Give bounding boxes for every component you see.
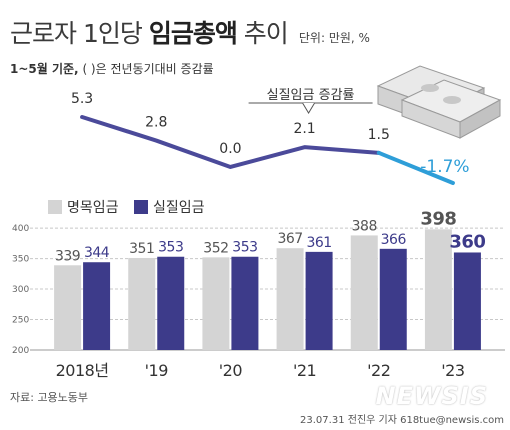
bar-value-label: 366 <box>381 232 407 248</box>
bar-real <box>157 256 185 350</box>
line-value-label: 1.5 <box>368 127 390 143</box>
line-value-label: 5.3 <box>71 91 93 107</box>
y-tick-label: 350 <box>12 255 29 265</box>
bar-real <box>231 256 259 350</box>
x-tick-label: '20 <box>219 361 243 380</box>
y-tick-label: 200 <box>12 346 29 356</box>
money-stack-icon <box>376 65 502 139</box>
line-value-label: 2.8 <box>145 115 167 131</box>
y-tick-label: 250 <box>12 316 29 326</box>
source-note: 자료: 고용노동부 <box>10 391 89 404</box>
newsis-watermark: NEWSIS <box>375 382 488 410</box>
line-negative-segment <box>376 150 455 185</box>
bar-value-label: 353 <box>232 240 257 256</box>
bar-value-label: 351 <box>129 241 154 257</box>
unit-label: 단위: 만원, % <box>298 31 370 45</box>
bar-nominal <box>350 235 378 350</box>
callout-pointer <box>302 102 316 114</box>
bar-value-label: 398 <box>420 208 456 229</box>
bar-value-label: 339 <box>55 248 80 264</box>
bar-nominal <box>424 229 452 350</box>
title-text: 근로자 1인당 임금총액 추이 <box>10 19 289 48</box>
bar-value-label: 367 <box>277 231 302 247</box>
line-value-label: 0.0 <box>219 141 241 157</box>
bar-value-label: 360 <box>449 231 485 252</box>
bar-value-label: 344 <box>84 245 110 261</box>
y-tick-label: 300 <box>12 285 29 295</box>
chart-subtitle: 1~5월 기준, ( )은 전년동기대비 증감률 <box>10 62 214 76</box>
bar-value-label: 352 <box>203 240 228 256</box>
bar-real <box>379 248 407 350</box>
x-tick-label: '23 <box>441 361 464 380</box>
x-tick-label: '19 <box>145 361 169 380</box>
line-value-label: 2.1 <box>293 121 315 137</box>
legend-swatch-nominal <box>48 200 62 214</box>
bar-nominal <box>276 248 304 350</box>
line-value-label: -1.7% <box>420 157 469 177</box>
bar-value-label: 388 <box>352 218 377 234</box>
x-tick-label: '22 <box>367 361 390 380</box>
bar-nominal <box>128 257 156 350</box>
bar-real <box>305 251 333 350</box>
legend-label-real: 실질임금 <box>153 200 205 216</box>
x-tick-label: 2018년 <box>56 361 109 380</box>
bar-nominal <box>54 265 82 350</box>
chart-title: 근로자 1인당 임금총액 추이 단위: 만원, % <box>10 14 370 50</box>
y-tick-label: 400 <box>12 224 29 234</box>
bar-value-label: 353 <box>158 240 183 256</box>
legend-swatch-real <box>134 200 148 214</box>
bar-nominal <box>202 257 230 350</box>
bar-real <box>83 262 111 350</box>
credit-line: 23.07.31 전진우 기자 618tue@newsis.com <box>300 415 504 426</box>
line-series-segment <box>80 115 381 169</box>
line-callout-label: 실질임금 증감률 <box>267 88 355 103</box>
x-tick-label: '21 <box>293 361 316 380</box>
bar-real <box>453 252 481 350</box>
bar-value-label: 361 <box>306 235 331 251</box>
legend-label-nominal: 명목임금 <box>67 200 119 216</box>
